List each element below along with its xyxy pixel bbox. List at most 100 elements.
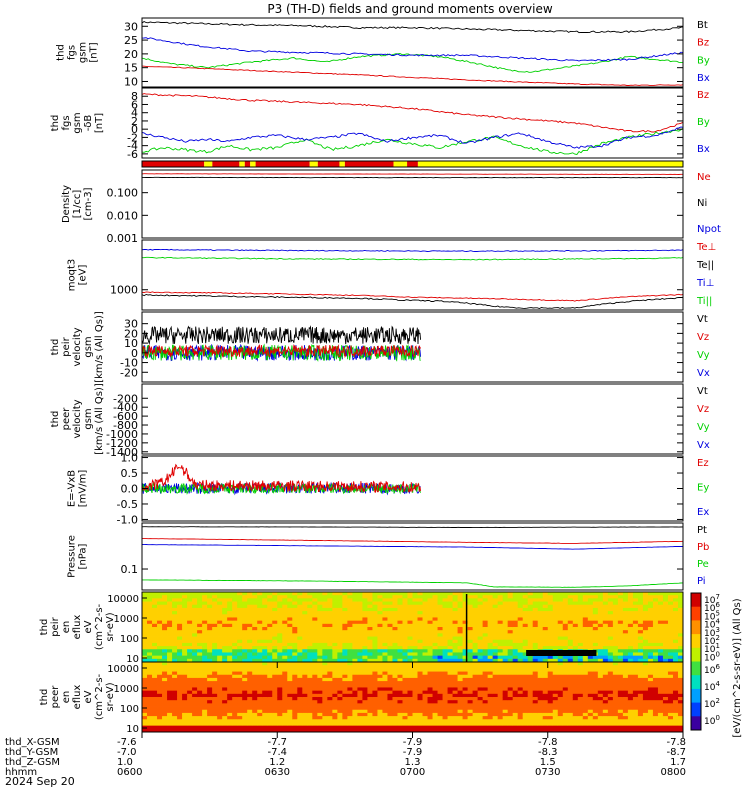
spectro-cell (287, 700, 293, 704)
spectro-cell (412, 687, 418, 692)
spectro-cell (197, 636, 203, 641)
spectro-cell (222, 627, 228, 631)
spectro-cell (627, 658, 634, 663)
spectro-cell (672, 652, 679, 657)
spectro-cell (192, 592, 198, 596)
spectro-cell (197, 690, 203, 695)
spectro-cell (382, 655, 388, 660)
spectro-cell (572, 687, 579, 692)
spectro-cell (167, 703, 173, 707)
spectro-cell (252, 677, 258, 682)
ytick-label: 25 (124, 34, 138, 47)
spectro-cell (322, 649, 328, 653)
spectro-cell (322, 617, 328, 622)
spectro-cell (407, 642, 413, 647)
spectro-cell (652, 639, 659, 644)
spectro-cell (212, 598, 218, 602)
spectro-cell (197, 620, 203, 625)
spectro-cell (297, 598, 303, 602)
spectro-cell (672, 598, 679, 602)
spectro-cell (292, 706, 298, 711)
spectro-cell (677, 709, 684, 714)
spectro-cell (232, 639, 238, 644)
spectro-cell (562, 674, 569, 679)
spectro-cell (147, 639, 153, 644)
spectro-cell (152, 633, 158, 637)
spectro-cell (537, 709, 544, 714)
spectro-cell (167, 614, 173, 618)
spectro-cell (467, 690, 474, 695)
spectro-cell (442, 642, 448, 647)
spectro-cell (607, 620, 614, 625)
spectro-cell (507, 617, 514, 622)
spectro-cell (232, 693, 238, 698)
spectro-cell (552, 677, 559, 682)
spectro-cell (302, 719, 308, 723)
spectro-cell (552, 595, 559, 599)
spectro-cell (652, 684, 659, 688)
spectro-cell (647, 652, 654, 657)
spectro-cell (632, 674, 639, 679)
spectro-cell (227, 690, 233, 695)
spectro-cell (602, 716, 609, 720)
spectro-cell (282, 716, 288, 720)
spectro-cell (447, 687, 453, 692)
spectro-cell (512, 617, 519, 622)
spectro-cell (307, 633, 313, 637)
spectro-cell (222, 601, 228, 606)
spectro-cell (397, 620, 403, 625)
spectro-cell (202, 709, 208, 714)
spectro-cell (517, 607, 524, 612)
spectro-cell (527, 630, 534, 634)
spectro-cell (582, 728, 589, 733)
spectro-cell (672, 658, 679, 663)
spectro-cell (672, 719, 679, 723)
ytick-label: -200 (113, 392, 138, 405)
spectro-cell (292, 617, 298, 622)
spectro-cell (477, 700, 484, 704)
ytick-label: -1000 (106, 428, 138, 441)
legend-Vt: Vt (697, 314, 708, 325)
spectro-cell (227, 681, 233, 685)
spectro-cell (422, 595, 428, 599)
spectro-cell (487, 614, 494, 618)
spectro-cell (542, 703, 549, 707)
spectro-cell (387, 639, 393, 644)
spectro-cell (567, 665, 574, 669)
spectro-cell (267, 709, 273, 714)
spectro-cell (172, 719, 178, 723)
spectro-cell (617, 725, 624, 730)
spectro-cell (192, 700, 198, 704)
spectro-cell (197, 684, 203, 688)
spectro-cell (547, 687, 554, 692)
spectro-cell (232, 607, 238, 612)
spectro-cell (527, 681, 534, 685)
spectro-cell (537, 687, 544, 692)
spectro-cell (177, 712, 183, 717)
spectro-cell (632, 639, 639, 644)
spectro-cell (652, 636, 659, 641)
spectro-cell (542, 712, 549, 717)
spectro-cell (267, 633, 273, 637)
spectro-cell (187, 716, 193, 720)
spectro-cell (602, 633, 609, 637)
spectro-cell (242, 687, 248, 692)
spectro-cell (597, 592, 604, 596)
spectro-cell (362, 598, 368, 602)
spectro-cell (672, 620, 679, 625)
spectro-cell (487, 642, 494, 647)
spectro-cell (527, 677, 534, 682)
spectro-cell (257, 668, 263, 672)
spectro-cell (197, 630, 203, 634)
spectro-cell (657, 709, 664, 714)
spectro-cell (607, 719, 614, 723)
spectro-cell (487, 595, 494, 599)
spectro-cell (172, 630, 178, 634)
spectro-cell (187, 693, 193, 698)
spectro-cell (472, 649, 479, 653)
spectro-cell (352, 697, 358, 701)
spectro-cell (592, 703, 599, 707)
ytick-label: 100 (120, 634, 139, 645)
spectro-cell (497, 668, 504, 672)
